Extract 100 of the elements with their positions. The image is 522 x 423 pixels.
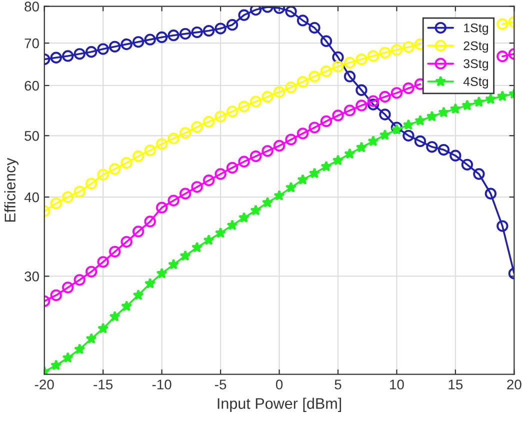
point	[62, 50, 74, 62]
point	[332, 51, 344, 64]
point	[273, 140, 286, 152]
point	[379, 108, 391, 120]
point	[285, 182, 297, 193]
point	[438, 106, 450, 118]
point	[274, 190, 285, 201]
legend-label: 4Stg	[463, 77, 488, 88]
point	[250, 96, 262, 108]
point	[109, 246, 121, 258]
point	[496, 18, 508, 30]
point	[97, 168, 109, 180]
point	[50, 52, 62, 64]
point	[74, 343, 86, 354]
point	[426, 141, 438, 153]
point	[180, 250, 191, 261]
point	[485, 93, 496, 104]
point	[132, 150, 144, 162]
point	[273, 86, 286, 98]
y-tick-label: 40	[24, 192, 39, 202]
point	[308, 122, 320, 134]
point	[156, 202, 168, 214]
y-tick-label: 60	[24, 80, 39, 91]
point	[191, 121, 203, 133]
point	[379, 129, 391, 140]
point	[168, 132, 180, 144]
point	[179, 127, 192, 139]
point	[203, 234, 214, 246]
point	[214, 22, 226, 34]
point	[496, 90, 508, 102]
x-tick-label: 15	[448, 380, 463, 390]
point	[109, 163, 121, 175]
legend-label: 2Stg	[464, 41, 488, 53]
point	[250, 6, 262, 16]
point	[214, 110, 226, 122]
point	[168, 30, 180, 42]
point	[86, 332, 97, 344]
point	[356, 84, 368, 96]
point	[86, 178, 98, 190]
point	[296, 76, 309, 88]
point	[238, 9, 250, 21]
legend-label: 3Stg	[464, 59, 488, 71]
point	[344, 56, 356, 68]
point	[367, 95, 380, 107]
point	[109, 310, 120, 322]
point	[74, 48, 86, 60]
point	[308, 70, 320, 82]
point	[320, 65, 332, 78]
point	[438, 144, 450, 156]
point	[296, 128, 309, 140]
x-tick-label: -20	[34, 380, 54, 390]
x-tick-label: 10	[390, 380, 404, 390]
point	[344, 104, 356, 116]
point	[320, 115, 332, 128]
point	[202, 174, 215, 186]
point	[379, 90, 391, 103]
point	[367, 50, 380, 62]
point	[496, 220, 508, 232]
x-tick-label: 20	[507, 380, 522, 390]
point	[367, 98, 380, 110]
point	[214, 168, 226, 180]
point	[144, 278, 156, 289]
point	[132, 36, 144, 48]
point	[97, 43, 109, 55]
point	[332, 60, 344, 72]
point	[308, 22, 320, 34]
point	[473, 96, 485, 107]
point	[379, 46, 391, 59]
point	[297, 174, 308, 185]
point	[368, 135, 379, 146]
point	[484, 188, 497, 200]
point	[390, 44, 403, 56]
point	[50, 359, 62, 370]
point	[62, 282, 74, 294]
point	[262, 196, 274, 208]
legend-label: 1Stg	[464, 23, 488, 35]
x-tick-label: 0	[276, 380, 283, 390]
point	[473, 168, 485, 180]
point	[97, 322, 109, 334]
point	[109, 40, 121, 52]
point	[402, 130, 414, 142]
point	[50, 197, 62, 210]
point	[461, 158, 474, 170]
point	[296, 14, 309, 26]
point	[356, 142, 368, 152]
x-axis-title: Input Power [dBm]	[218, 398, 342, 412]
point	[332, 110, 344, 122]
y-tick-label: 50	[24, 131, 39, 141]
point	[168, 258, 180, 270]
point	[320, 35, 332, 47]
point	[414, 114, 426, 126]
point	[402, 82, 414, 94]
point	[285, 134, 297, 146]
point	[62, 352, 74, 363]
x-tick-label: -10	[152, 380, 172, 390]
point	[97, 256, 109, 268]
point	[156, 31, 168, 44]
point	[50, 289, 62, 302]
point	[262, 145, 274, 157]
point	[132, 226, 144, 238]
